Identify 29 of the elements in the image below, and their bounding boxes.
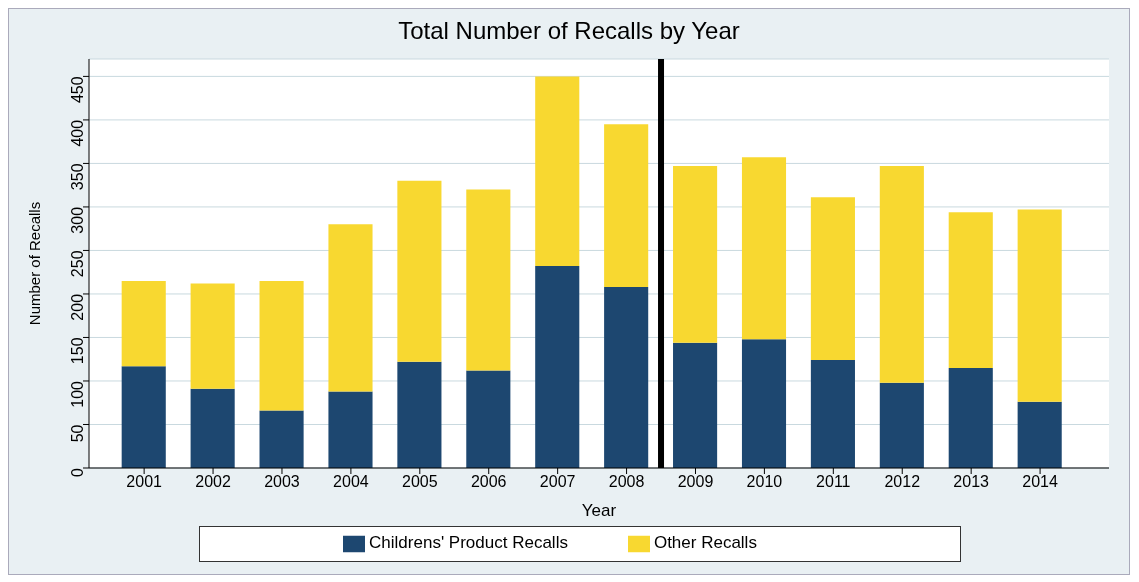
legend-label: Other Recalls — [653, 533, 757, 553]
x-tick-label: 2002 — [195, 473, 231, 491]
y-tick-label: 150 — [68, 337, 86, 365]
legend-label: Childrens' Product Recalls — [369, 533, 568, 553]
chart-title: Total Number of Recalls by Year — [397, 17, 741, 45]
x-tick-label: 2011 — [816, 473, 851, 491]
y-axis-title: Number of Recalls — [26, 201, 44, 326]
x-tick-label: 2014 — [1022, 473, 1058, 491]
x-tick-label: 2008 — [608, 473, 645, 491]
x-tick-label: 2001 — [126, 473, 163, 491]
x-tick-label: 2007 — [539, 473, 576, 491]
x-tick-label: 2013 — [953, 473, 990, 491]
y-tick-label: 450 — [68, 76, 86, 104]
x-axis-title: Year — [581, 501, 617, 520]
y-tick-label: 50 — [68, 424, 86, 443]
x-tick-label: 2003 — [264, 473, 300, 491]
y-tick-label: 300 — [68, 206, 86, 234]
x-tick-label: 2010 — [746, 473, 783, 491]
x-tick-label: 2006 — [470, 473, 507, 491]
x-tick-label: 2009 — [677, 473, 714, 491]
y-tick-label: 250 — [68, 250, 86, 278]
y-tick-label: 0 — [68, 467, 86, 477]
y-tick-label: 400 — [68, 119, 86, 147]
x-tick-label: 2005 — [402, 473, 438, 491]
y-tick-label: 200 — [68, 293, 86, 321]
x-tick-label: 2012 — [884, 473, 921, 491]
y-tick-label: 100 — [68, 380, 86, 408]
y-tick-label: 350 — [68, 163, 86, 191]
x-tick-label: 2004 — [333, 473, 369, 491]
